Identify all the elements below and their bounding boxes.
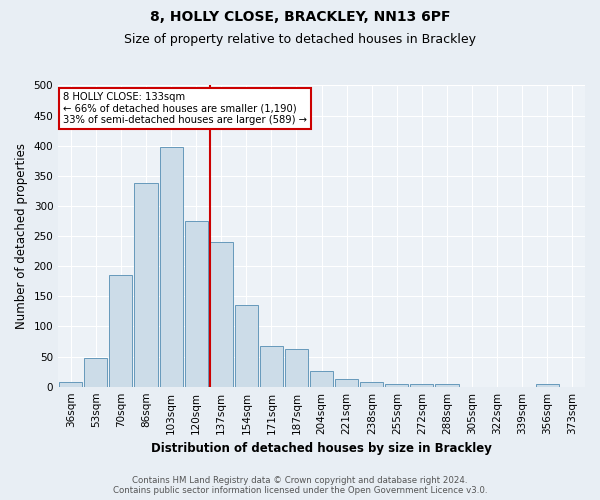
Bar	[536, 384, 559, 386]
Bar	[410, 384, 433, 386]
X-axis label: Distribution of detached houses by size in Brackley: Distribution of detached houses by size …	[151, 442, 492, 455]
Bar	[109, 275, 133, 386]
Bar	[260, 346, 283, 387]
Y-axis label: Number of detached properties: Number of detached properties	[15, 143, 28, 329]
Bar	[59, 382, 82, 386]
Text: 8, HOLLY CLOSE, BRACKLEY, NN13 6PF: 8, HOLLY CLOSE, BRACKLEY, NN13 6PF	[150, 10, 450, 24]
Text: Size of property relative to detached houses in Brackley: Size of property relative to detached ho…	[124, 32, 476, 46]
Text: Contains HM Land Registry data © Crown copyright and database right 2024.: Contains HM Land Registry data © Crown c…	[132, 476, 468, 485]
Bar	[285, 350, 308, 387]
Bar	[360, 382, 383, 386]
Bar	[235, 305, 258, 386]
Bar	[160, 147, 182, 386]
Bar	[335, 380, 358, 386]
Bar	[134, 183, 158, 386]
Bar	[84, 358, 107, 386]
Bar	[385, 384, 409, 386]
Bar	[436, 384, 458, 386]
Bar	[310, 371, 333, 386]
Bar	[185, 221, 208, 386]
Text: 8 HOLLY CLOSE: 133sqm
← 66% of detached houses are smaller (1,190)
33% of semi-d: 8 HOLLY CLOSE: 133sqm ← 66% of detached …	[64, 92, 307, 124]
Text: Contains public sector information licensed under the Open Government Licence v3: Contains public sector information licen…	[113, 486, 487, 495]
Bar	[209, 242, 233, 386]
